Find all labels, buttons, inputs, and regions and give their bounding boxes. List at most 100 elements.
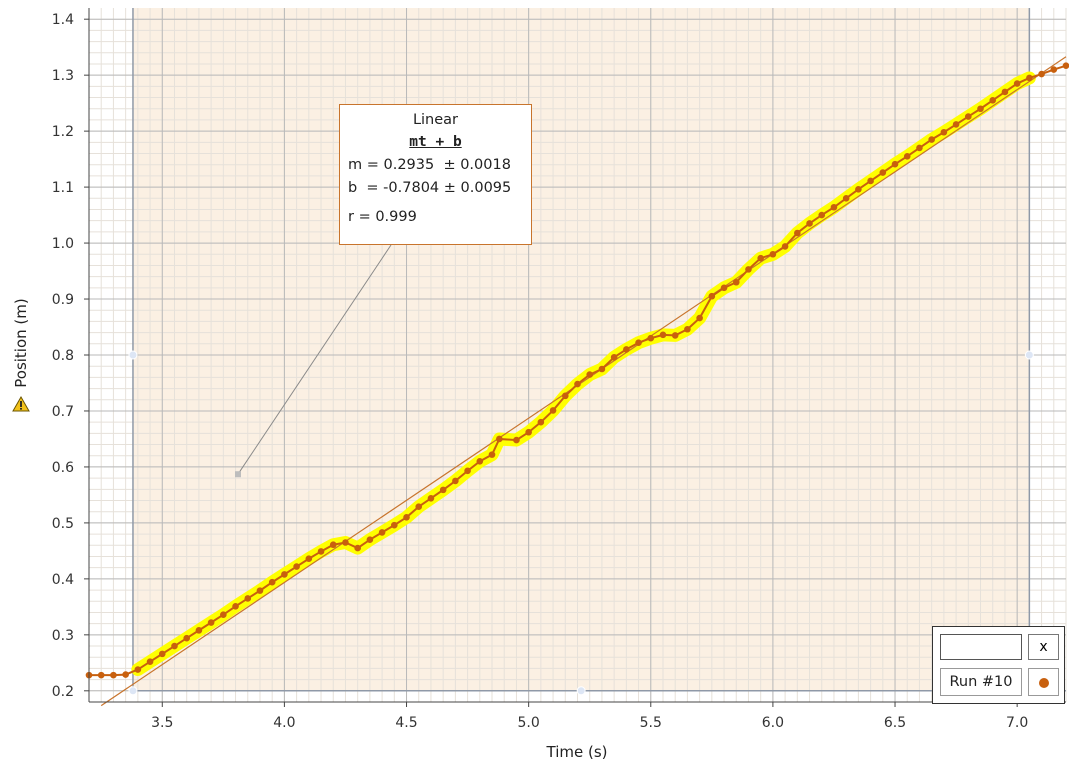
data-point <box>745 266 752 273</box>
fit-annotation-anchor[interactable] <box>234 471 241 478</box>
data-point <box>928 136 935 143</box>
data-point <box>830 203 838 211</box>
selection-handle <box>1024 350 1034 360</box>
data-point <box>855 186 862 193</box>
legend: x Run #10 <box>932 626 1065 704</box>
y-axis-title: Position (m) <box>12 298 30 388</box>
y-axis-ticks: 0.2 0.3 0.4 0.5 0.6 0.7 0.8 0.9 1.0 1.1 1.2 1.3 1.4 <box>52 12 89 700</box>
data-point <box>281 571 288 578</box>
data-point <box>207 619 215 626</box>
y-tick-label: 0.8 <box>52 348 74 364</box>
data-point <box>635 339 642 346</box>
data-point <box>891 160 899 168</box>
data-point <box>1013 80 1021 87</box>
fit-annotation-leader <box>237 244 392 475</box>
x-tick-label: 6.0 <box>762 715 784 731</box>
data-point <box>952 121 960 128</box>
data-point <box>1026 74 1033 82</box>
y-tick-label: 1.4 <box>52 12 74 28</box>
selection-handle <box>128 350 138 360</box>
y-tick-label: 0.7 <box>52 404 74 420</box>
x-tick-label: 4.0 <box>273 715 295 731</box>
data-point <box>488 451 496 458</box>
data-point <box>220 611 227 618</box>
data-point <box>476 458 484 465</box>
data-point <box>549 407 557 414</box>
data-point <box>916 144 923 152</box>
data-point <box>293 563 300 570</box>
data-point <box>903 153 911 160</box>
data-point <box>781 243 789 250</box>
data-point <box>989 97 997 104</box>
selection-handles[interactable] <box>128 350 1034 696</box>
fit-correlation: r = 0.999 <box>348 209 417 225</box>
major-gridlines <box>89 8 1066 702</box>
data-point <box>769 250 777 258</box>
y-tick-label: 0.5 <box>52 516 74 532</box>
data-point <box>183 634 190 642</box>
warning-icon[interactable] <box>12 395 30 412</box>
data-point <box>720 284 728 292</box>
y-tick-label: 0.4 <box>52 572 74 588</box>
data-point <box>696 314 703 322</box>
y-tick-label: 0.2 <box>52 684 74 700</box>
data-point <box>647 334 655 342</box>
legend-run-label[interactable]: Run #10 <box>940 668 1022 696</box>
data-point <box>598 365 606 373</box>
x-tick-label: 7.0 <box>1006 715 1028 731</box>
data-point <box>195 627 203 634</box>
legend-close-button[interactable]: x <box>1028 634 1059 660</box>
y-tick-label: 0.6 <box>52 460 74 476</box>
fit-intercept: b = -0.7804 ± 0.0095 <box>348 180 512 196</box>
y-tick-label: 0.3 <box>52 628 74 644</box>
data-point <box>232 602 239 610</box>
data-point <box>415 503 423 510</box>
legend-name-input[interactable] <box>940 634 1022 660</box>
data-point <box>977 105 984 113</box>
data-point <box>427 494 435 502</box>
data-point <box>342 539 349 546</box>
point-marker-icon <box>1039 678 1049 688</box>
data-point <box>317 548 325 555</box>
y-tick-label: 1.3 <box>52 68 74 84</box>
plot-area[interactable] <box>85 8 1069 707</box>
data-point <box>708 292 716 300</box>
data-point <box>403 514 410 521</box>
linear-fit-info-box[interactable]: Linear mt + b m = 0.2935 ± 0.0018 b = -0… <box>339 104 532 245</box>
data-point <box>561 392 569 400</box>
data-point <box>623 346 630 353</box>
linear-fit-line <box>100 56 1067 707</box>
data-point <box>391 521 398 529</box>
y-tick-label: 1.0 <box>52 236 74 252</box>
legend-color-swatch[interactable] <box>1028 668 1059 696</box>
data-point <box>879 169 887 176</box>
y-tick-label: 1.1 <box>52 180 74 196</box>
selection-handle <box>128 686 138 696</box>
fit-equation: mt + b <box>409 134 462 150</box>
data-point <box>329 541 337 549</box>
data-point <box>171 642 178 650</box>
data-point <box>354 544 361 552</box>
data-point <box>256 587 264 594</box>
data-point <box>965 113 972 120</box>
data-point <box>806 220 813 227</box>
data-point <box>97 671 105 679</box>
data-point <box>134 666 142 673</box>
data-point <box>537 418 545 426</box>
y-tick-label: 1.2 <box>52 124 74 140</box>
data-point <box>794 229 801 237</box>
data-point <box>1001 88 1009 96</box>
data-point <box>574 380 581 388</box>
x-tick-label: 4.5 <box>395 715 417 731</box>
selection-handle <box>576 686 586 696</box>
data-point <box>940 128 948 136</box>
data-point <box>122 671 129 678</box>
data-point <box>732 278 740 286</box>
x-tick-label: 5.0 <box>518 715 540 731</box>
data-point <box>513 436 520 444</box>
x-axis-ticks: 3.5 4.0 4.5 5.0 5.5 6.0 6.5 7.0 <box>151 702 1028 731</box>
data-point <box>586 371 594 378</box>
data-point <box>818 211 826 219</box>
x-tick-label: 3.5 <box>151 715 173 731</box>
